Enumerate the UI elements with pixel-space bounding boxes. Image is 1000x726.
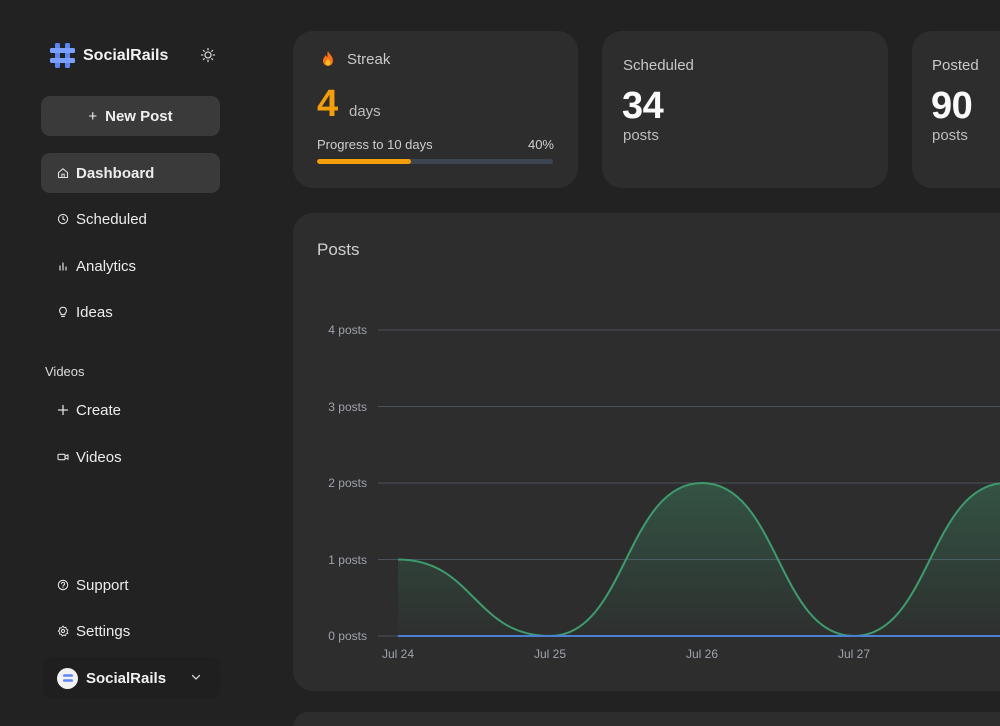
sidebar-item-ideas[interactable]: Ideas (41, 292, 220, 332)
scheduled-value: 34 (622, 85, 664, 127)
brand-name: SocialRails (83, 46, 169, 64)
x-tick-label: Jul 24 (381, 647, 415, 661)
home-icon (57, 168, 69, 179)
brand[interactable]: SocialRails (49, 42, 168, 69)
sidebar-item-label: Ideas (76, 303, 113, 321)
sun-icon[interactable] (200, 47, 216, 63)
gear-icon (57, 625, 69, 637)
progress-bar-fill (317, 159, 412, 164)
sidebar-item-videos[interactable]: Videos (41, 437, 220, 477)
fire-icon (323, 51, 333, 66)
x-tick-label: Jul 26 (685, 647, 719, 661)
streak-value: 4 (317, 83, 338, 125)
videos-section-label: Videos (45, 364, 85, 379)
sidebar-item-create[interactable]: Create (41, 390, 220, 430)
y-tick-label: 4 posts (328, 323, 367, 337)
new-post-button[interactable]: + New Post (41, 96, 220, 136)
y-tick-label: 1 posts (328, 552, 367, 567)
y-tick-label: 3 posts (328, 399, 367, 414)
sidebar-item-support[interactable]: Support (41, 565, 220, 605)
new-post-label: New Post (105, 107, 173, 125)
lightbulb-icon (59, 306, 67, 317)
sidebar-item-label: Analytics (76, 257, 137, 275)
sidebar-item-label: Support (76, 576, 129, 594)
hashtag-logo-icon (50, 43, 75, 68)
help-circle-icon (57, 579, 69, 591)
plus-icon (57, 404, 69, 416)
streak-unit: days (349, 103, 381, 120)
series-area (398, 483, 1000, 636)
sidebar: SocialRails + New Post Dashboard Schedul… (0, 0, 262, 726)
series-line-0 (397, 481, 1000, 638)
sidebar-item-scheduled[interactable]: Scheduled (41, 199, 220, 239)
next-card (293, 712, 1000, 726)
sidebar-item-label: Scheduled (76, 210, 147, 228)
posted-title: Posted (932, 57, 979, 74)
progress-label: Progress to 10 days (317, 137, 433, 152)
chart-title: Posts (317, 240, 360, 259)
y-tick-label: 2 posts (328, 476, 367, 490)
posted-card: Posted 90 posts (912, 31, 1000, 188)
avatar (57, 667, 78, 689)
x-tick-label: Ju (976, 647, 1000, 661)
account-name: SocialRails (86, 669, 167, 687)
scheduled-unit: posts (623, 127, 659, 144)
sidebar-item-label: Videos (76, 448, 122, 466)
sidebar-item-label: Settings (76, 622, 131, 640)
y-tick-label: 0 posts (328, 629, 367, 643)
account-switcher[interactable]: SocialRails (43, 657, 220, 699)
sidebar-item-label: Dashboard (76, 164, 155, 182)
x-tick-label: Jul 25 (533, 647, 567, 661)
scheduled-title: Scheduled (623, 57, 694, 74)
clock-icon (57, 213, 69, 225)
sidebar-item-dashboard[interactable]: Dashboard (41, 153, 220, 193)
progress-percent: 40% (527, 137, 554, 152)
posts-chart-card: Posts 0 posts 1 posts 2 posts 3 posts 4 post… (293, 213, 1000, 691)
sidebar-item-settings[interactable]: Settings (41, 611, 220, 651)
plus-icon: + (88, 107, 98, 125)
sidebar-item-label: Create (76, 401, 122, 419)
streak-card: Streak 4 days Progress to 10 days 40% (293, 31, 578, 188)
streak-title: Streak (347, 51, 391, 68)
posted-value: 90 (931, 85, 973, 127)
scheduled-card: Scheduled 34 posts (602, 31, 888, 188)
account-logo-icon (62, 674, 73, 682)
x-tick-label: Jul 27 (837, 647, 871, 661)
posted-unit: posts (932, 127, 968, 144)
sidebar-item-analytics[interactable]: Analytics (41, 246, 220, 286)
bar-chart-icon (59, 262, 67, 271)
posts-line-chart (378, 329, 1000, 638)
video-icon (57, 453, 69, 461)
progress-bar (317, 159, 553, 164)
chevron-down-icon (191, 674, 201, 680)
